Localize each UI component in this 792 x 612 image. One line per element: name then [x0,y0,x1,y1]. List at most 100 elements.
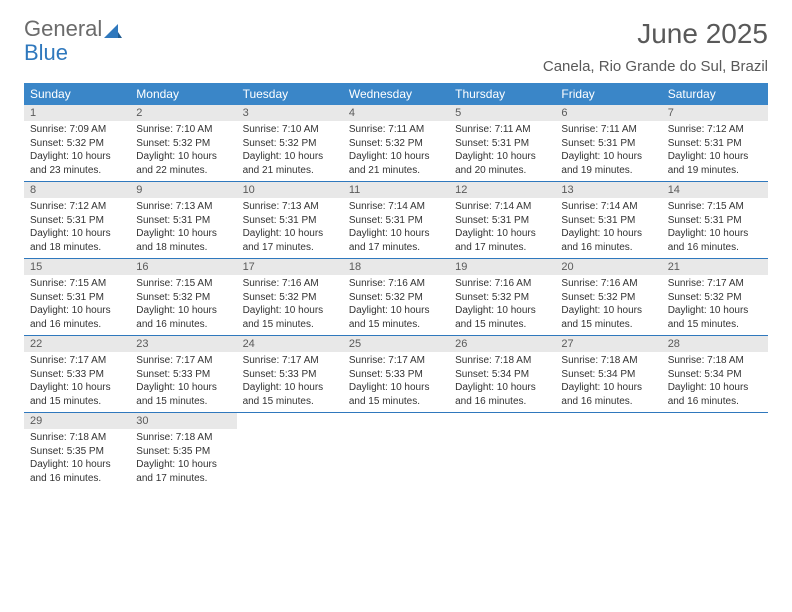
daylight-text: Daylight: 10 hours and 16 minutes. [668,227,762,254]
day-cell: 6Sunrise: 7:11 AMSunset: 5:31 PMDaylight… [555,105,661,181]
day-cell: 2Sunrise: 7:10 AMSunset: 5:32 PMDaylight… [130,105,236,181]
day-number: 30 [130,413,236,429]
weekday-header: Sunday [24,83,130,105]
day-body: Sunrise: 7:17 AMSunset: 5:33 PMDaylight:… [237,352,343,408]
day-number: 17 [237,259,343,275]
sunset-text: Sunset: 5:34 PM [455,368,549,382]
brand-logo: General Blue [24,18,122,64]
sunrise-text: Sunrise: 7:16 AM [455,277,549,291]
sunset-text: Sunset: 5:31 PM [30,214,124,228]
day-number: 9 [130,182,236,198]
sunset-text: Sunset: 5:31 PM [349,214,443,228]
day-cell: 5Sunrise: 7:11 AMSunset: 5:31 PMDaylight… [449,105,555,181]
daylight-text: Daylight: 10 hours and 15 minutes. [349,381,443,408]
day-number: 12 [449,182,555,198]
sunset-text: Sunset: 5:32 PM [136,291,230,305]
day-body: Sunrise: 7:11 AMSunset: 5:31 PMDaylight:… [555,121,661,177]
month-title: June 2025 [543,18,768,50]
day-number: 14 [662,182,768,198]
day-cell: 18Sunrise: 7:16 AMSunset: 5:32 PMDayligh… [343,259,449,335]
day-cell: 27Sunrise: 7:18 AMSunset: 5:34 PMDayligh… [555,336,661,412]
day-cell: 25Sunrise: 7:17 AMSunset: 5:33 PMDayligh… [343,336,449,412]
day-cell [662,413,768,489]
sunset-text: Sunset: 5:32 PM [136,137,230,151]
daylight-text: Daylight: 10 hours and 18 minutes. [30,227,124,254]
sunset-text: Sunset: 5:32 PM [243,137,337,151]
sunset-text: Sunset: 5:31 PM [561,214,655,228]
daylight-text: Daylight: 10 hours and 16 minutes. [136,304,230,331]
day-number [449,413,555,417]
sunrise-text: Sunrise: 7:10 AM [136,123,230,137]
day-body: Sunrise: 7:17 AMSunset: 5:33 PMDaylight:… [343,352,449,408]
day-body: Sunrise: 7:18 AMSunset: 5:35 PMDaylight:… [130,429,236,485]
day-number: 16 [130,259,236,275]
day-cell: 26Sunrise: 7:18 AMSunset: 5:34 PMDayligh… [449,336,555,412]
day-number: 21 [662,259,768,275]
sunset-text: Sunset: 5:31 PM [668,214,762,228]
day-body: Sunrise: 7:10 AMSunset: 5:32 PMDaylight:… [237,121,343,177]
day-number: 8 [24,182,130,198]
week-row: 29Sunrise: 7:18 AMSunset: 5:35 PMDayligh… [24,413,768,489]
daylight-text: Daylight: 10 hours and 16 minutes. [30,304,124,331]
daylight-text: Daylight: 10 hours and 18 minutes. [136,227,230,254]
daylight-text: Daylight: 10 hours and 15 minutes. [349,304,443,331]
sunset-text: Sunset: 5:32 PM [455,291,549,305]
day-number: 4 [343,105,449,121]
sunrise-text: Sunrise: 7:11 AM [349,123,443,137]
day-body: Sunrise: 7:13 AMSunset: 5:31 PMDaylight:… [237,198,343,254]
sunset-text: Sunset: 5:32 PM [349,137,443,151]
daylight-text: Daylight: 10 hours and 23 minutes. [30,150,124,177]
week-row: 15Sunrise: 7:15 AMSunset: 5:31 PMDayligh… [24,259,768,336]
sunrise-text: Sunrise: 7:12 AM [30,200,124,214]
sunrise-text: Sunrise: 7:18 AM [136,431,230,445]
day-number: 19 [449,259,555,275]
sunset-text: Sunset: 5:31 PM [455,214,549,228]
week-row: 1Sunrise: 7:09 AMSunset: 5:32 PMDaylight… [24,105,768,182]
daylight-text: Daylight: 10 hours and 16 minutes. [668,381,762,408]
day-cell: 24Sunrise: 7:17 AMSunset: 5:33 PMDayligh… [237,336,343,412]
weekday-header: Tuesday [237,83,343,105]
day-number [343,413,449,417]
day-cell [449,413,555,489]
daylight-text: Daylight: 10 hours and 17 minutes. [136,458,230,485]
day-number: 28 [662,336,768,352]
daylight-text: Daylight: 10 hours and 17 minutes. [349,227,443,254]
calendar-page: General Blue June 2025 Canela, Rio Grand… [0,0,792,612]
daylight-text: Daylight: 10 hours and 17 minutes. [455,227,549,254]
sunset-text: Sunset: 5:32 PM [561,291,655,305]
day-body: Sunrise: 7:16 AMSunset: 5:32 PMDaylight:… [555,275,661,331]
daylight-text: Daylight: 10 hours and 15 minutes. [561,304,655,331]
sunset-text: Sunset: 5:32 PM [349,291,443,305]
sunrise-text: Sunrise: 7:11 AM [561,123,655,137]
sunset-text: Sunset: 5:35 PM [136,445,230,459]
day-number [237,413,343,417]
logo-sail-icon [104,20,122,42]
sunset-text: Sunset: 5:31 PM [243,214,337,228]
page-header: General Blue June 2025 Canela, Rio Grand… [24,18,768,75]
day-cell: 23Sunrise: 7:17 AMSunset: 5:33 PMDayligh… [130,336,236,412]
sunrise-text: Sunrise: 7:18 AM [30,431,124,445]
day-number: 24 [237,336,343,352]
day-cell: 15Sunrise: 7:15 AMSunset: 5:31 PMDayligh… [24,259,130,335]
daylight-text: Daylight: 10 hours and 15 minutes. [243,381,337,408]
sunrise-text: Sunrise: 7:13 AM [243,200,337,214]
daylight-text: Daylight: 10 hours and 16 minutes. [561,381,655,408]
daylight-text: Daylight: 10 hours and 19 minutes. [668,150,762,177]
day-body: Sunrise: 7:17 AMSunset: 5:32 PMDaylight:… [662,275,768,331]
daylight-text: Daylight: 10 hours and 16 minutes. [455,381,549,408]
daylight-text: Daylight: 10 hours and 22 minutes. [136,150,230,177]
sunrise-text: Sunrise: 7:17 AM [136,354,230,368]
day-body: Sunrise: 7:09 AMSunset: 5:32 PMDaylight:… [24,121,130,177]
sunrise-text: Sunrise: 7:15 AM [136,277,230,291]
day-body: Sunrise: 7:10 AMSunset: 5:32 PMDaylight:… [130,121,236,177]
sunset-text: Sunset: 5:32 PM [243,291,337,305]
sunrise-text: Sunrise: 7:17 AM [243,354,337,368]
sunset-text: Sunset: 5:33 PM [349,368,443,382]
day-body: Sunrise: 7:15 AMSunset: 5:31 PMDaylight:… [24,275,130,331]
day-cell: 4Sunrise: 7:11 AMSunset: 5:32 PMDaylight… [343,105,449,181]
week-row: 8Sunrise: 7:12 AMSunset: 5:31 PMDaylight… [24,182,768,259]
day-cell: 22Sunrise: 7:17 AMSunset: 5:33 PMDayligh… [24,336,130,412]
day-cell: 20Sunrise: 7:16 AMSunset: 5:32 PMDayligh… [555,259,661,335]
day-body: Sunrise: 7:18 AMSunset: 5:34 PMDaylight:… [555,352,661,408]
sunrise-text: Sunrise: 7:17 AM [30,354,124,368]
